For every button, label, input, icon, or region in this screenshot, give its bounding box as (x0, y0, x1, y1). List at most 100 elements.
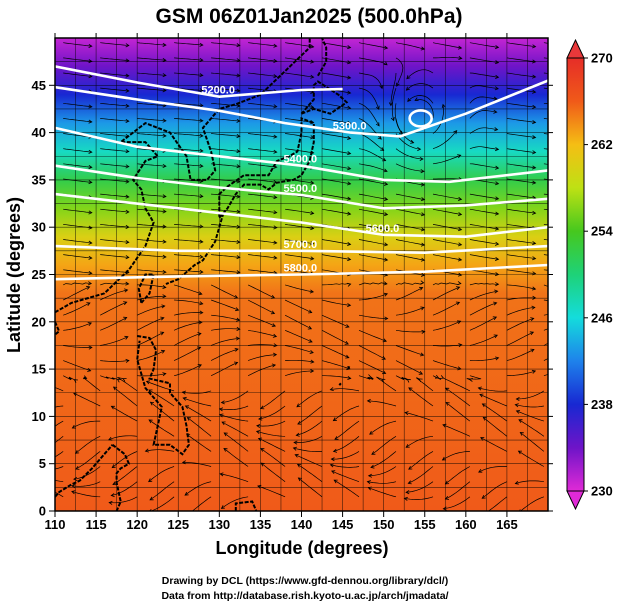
streamline-arrow (199, 118, 204, 123)
streamline-arrow (347, 211, 352, 216)
streamline (210, 284, 238, 299)
contour-label: 5400.0 (284, 154, 318, 166)
streamline (395, 193, 425, 200)
streamline (395, 148, 423, 160)
streamline (63, 208, 92, 214)
streamline-arrow (162, 269, 167, 274)
streamline-arrow (257, 484, 262, 489)
streamline-arrow (455, 286, 461, 291)
streamline (358, 163, 388, 172)
streamline (321, 208, 351, 215)
streamline-arrow (124, 288, 129, 293)
y-tick-label: 0 (39, 504, 46, 519)
streamline (358, 224, 388, 231)
streamline-arrow (453, 130, 458, 135)
streamline (321, 254, 351, 260)
streamline-arrow (493, 301, 498, 306)
colorbar-tick-label: 238 (591, 397, 613, 412)
streamline (518, 450, 545, 467)
streamline (469, 283, 499, 286)
streamline-arrow (74, 450, 80, 454)
streamline (72, 420, 101, 429)
streamline (113, 386, 138, 407)
streamline-arrow (481, 495, 486, 499)
streamline (174, 239, 203, 243)
streamline-arrow (383, 242, 389, 247)
coastline (347, 365, 351, 370)
streamline-arrow (494, 127, 499, 132)
streamline-arrow (371, 451, 376, 455)
coastline (111, 444, 131, 511)
streamline (321, 102, 351, 109)
streamline (506, 42, 536, 48)
streamline-arrow (273, 43, 278, 48)
streamline-arrow (124, 335, 129, 340)
streamline-arrow (420, 182, 426, 187)
streamline-arrow (35, 474, 39, 477)
streamline (247, 299, 275, 314)
streamline-arrow (493, 109, 498, 114)
streamline (506, 318, 534, 331)
streamline-arrow (405, 490, 410, 495)
streamline (211, 254, 240, 258)
streamline-arrow (220, 505, 225, 509)
streamline-arrow (235, 307, 240, 312)
streamline (221, 496, 249, 509)
streamline (258, 438, 286, 452)
streamline-arrow (236, 239, 241, 244)
streamline (330, 464, 360, 468)
y-tick-label: 20 (32, 314, 46, 329)
streamline (63, 239, 92, 244)
streamline (211, 87, 240, 92)
streamline-arrow (272, 333, 278, 338)
streamline-arrow (149, 496, 154, 501)
streamline-arrow (75, 466, 80, 470)
streamline-arrow (344, 340, 349, 345)
streamline (443, 377, 471, 392)
streamline (173, 321, 202, 331)
streamline (137, 284, 166, 288)
streamline (174, 118, 203, 122)
coastline (137, 273, 155, 304)
streamline-arrow (149, 401, 155, 406)
streamline (248, 57, 277, 62)
streamline (296, 390, 323, 408)
streamline (75, 451, 101, 470)
streamline (408, 451, 434, 470)
streamline-arrow (347, 135, 352, 140)
streamline-arrow (479, 393, 484, 398)
streamline-arrow (223, 432, 228, 437)
streamline-arrow (162, 163, 167, 169)
y-axis-label: Latitude (degrees) (4, 197, 24, 353)
streamline (211, 133, 240, 137)
x-tick-label: 135 (250, 517, 272, 532)
streamline (100, 360, 129, 362)
colorbar-min-arrow (566, 490, 585, 511)
streamline (100, 208, 129, 213)
streamline (210, 348, 239, 361)
streamline (358, 254, 388, 261)
streamline-arrow (270, 310, 276, 315)
streamline-arrow (111, 464, 116, 469)
streamline (321, 239, 351, 245)
streamline (137, 72, 166, 76)
streamline (137, 224, 166, 228)
streamline-arrow (125, 43, 130, 48)
streamline (395, 307, 425, 316)
streamline (137, 87, 166, 91)
streamline (75, 435, 101, 454)
streamline-arrow (162, 209, 167, 214)
streamline (108, 435, 138, 441)
streamline-arrow (162, 194, 167, 199)
streamline (63, 118, 92, 123)
streamline (432, 224, 462, 231)
streamline-arrow (273, 352, 278, 357)
streamline (100, 224, 129, 228)
streamline-arrow (270, 294, 276, 299)
streamline (406, 69, 434, 79)
streamline-arrow (390, 117, 395, 122)
streamline (358, 57, 388, 66)
streamline (211, 193, 240, 198)
streamline-arrow (457, 281, 462, 286)
streamline-arrow (308, 339, 313, 343)
